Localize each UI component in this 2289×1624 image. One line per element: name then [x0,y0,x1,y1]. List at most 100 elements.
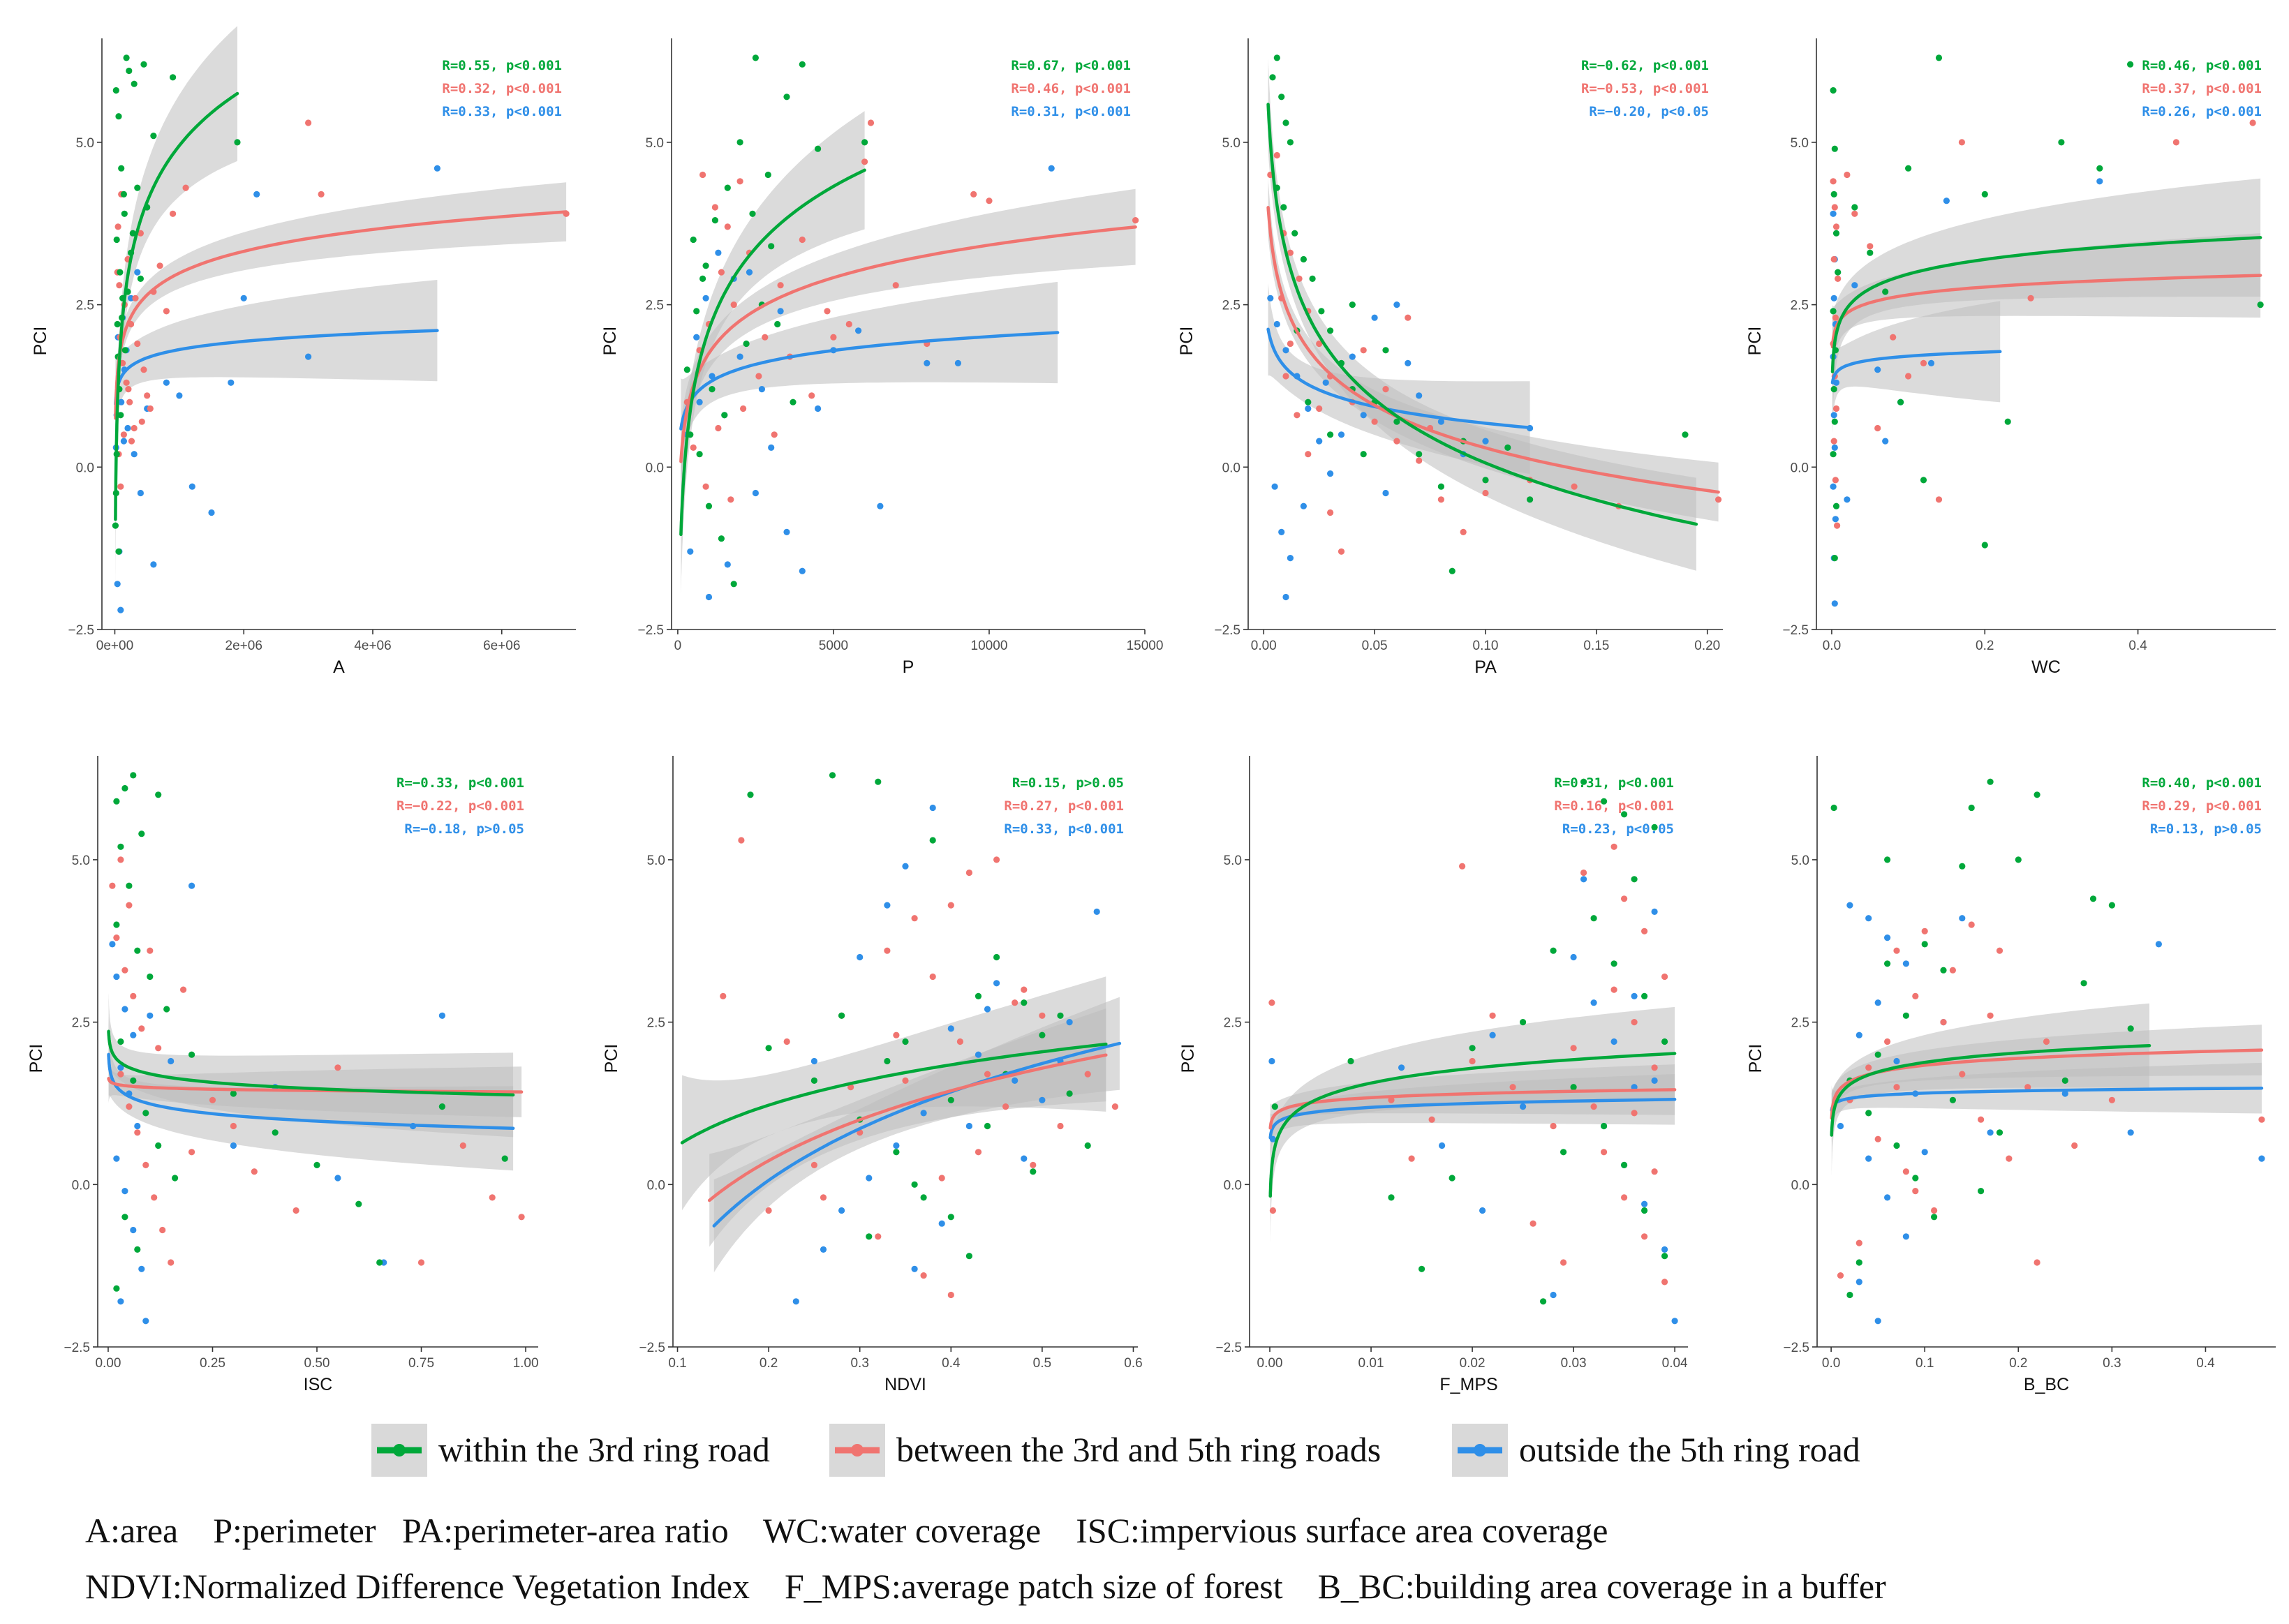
ci-ribbon-within [115,26,237,588]
panel-a: −2.5 0.0 2.5 5.0 0e+00 2e+06 4e+06 6e+06 A PCI R=0… [31,26,576,677]
data-point-between-25 [1893,1084,1900,1091]
y-axis-title: PCI [1177,327,1197,356]
data-point-between-31 [138,418,145,425]
data-point-outside-6 [1830,412,1837,419]
data-point-within-18 [117,412,124,419]
data-point-between-21 [771,431,778,438]
data-point-within-2 [1278,94,1285,100]
data-point-outside-2 [1570,953,1577,961]
data-point-between-26 [1912,1188,1919,1195]
data-point-between-2 [1832,223,1840,230]
data-point-within-11 [911,1181,918,1188]
data-point-within-7 [765,1045,772,1052]
data-point-within-1 [115,113,122,120]
annotation-between: R=0.37, p<0.001 [2142,81,2262,96]
data-point-within-14 [1882,288,1889,295]
data-point-between-0 [1893,947,1900,954]
data-point-between-25 [956,1038,963,1045]
data-point-outside-2 [121,1006,128,1013]
ci-ribbon-outside [115,280,438,455]
annotation-outside: R=0.13, p>0.05 [2150,821,2262,837]
data-point-within-8 [2108,902,2115,909]
data-point-outside-11 [228,379,235,386]
data-point-outside-27 [120,438,127,445]
data-point-between-5 [170,210,177,217]
data-point-between-12 [970,191,977,198]
data-point-between-14 [810,1161,817,1168]
data-point-within-10 [234,139,241,146]
data-point-between-27 [1012,999,1018,1006]
data-point-outside-1 [696,398,703,405]
data-point-between-23 [808,392,815,399]
annotation-between: R=0.32, p<0.001 [442,81,562,96]
data-point-within-24 [438,1103,446,1110]
data-point-within-7 [2089,895,2097,902]
data-point-between-21 [1030,1161,1037,1168]
data-point-within-1 [693,308,700,315]
data-point-between-14 [159,1226,166,1234]
data-point-outside-9 [1039,1096,1046,1103]
data-point-within-16 [1416,451,1423,458]
data-point-outside-2 [1282,347,1289,354]
data-point-within-1 [1884,856,1891,863]
x-tick-label: 0.05 [1362,639,1388,653]
data-point-within-16 [121,1214,128,1221]
data-point-between-23 [1084,1071,1091,1078]
data-point-between-20 [117,483,124,490]
data-point-outside-13 [1874,366,1881,373]
data-point-between-21 [2034,1259,2040,1266]
data-point-between-10 [867,119,875,126]
data-point-within-24 [920,1194,927,1201]
data-point-within-12 [947,1214,954,1221]
data-point-between-13 [151,1194,158,1201]
annotation-outside: R=−0.20, p<0.05 [1589,104,1709,119]
data-point-within-10 [1921,941,1928,948]
data-point-outside-20 [438,1012,446,1019]
data-point-outside-2 [1830,295,1837,301]
data-point-within-26 [1030,1168,1037,1175]
data-point-within-20 [1504,444,1511,452]
y-tick-label: 0.0 [646,461,664,475]
annotation-outside: R=0.23, p<0.05 [1562,821,1674,837]
data-point-within-11 [1831,555,1838,562]
data-point-outside-5 [993,980,1000,987]
data-point-within-12 [696,451,703,458]
data-point-within-12 [1851,204,1858,211]
y-tick-label: 0.0 [76,461,94,475]
data-point-outside-1 [113,973,120,981]
data-point-within-2 [1621,811,1628,818]
data-point-within-9 [1830,451,1837,458]
data-point-within-17 [134,1246,141,1253]
data-point-within-19 [690,236,697,244]
data-point-between-24 [1360,347,1367,354]
data-point-outside-25 [176,392,183,399]
data-point-within-17 [1437,483,1444,490]
data-point-between-3 [1287,249,1294,256]
data-point-between-23 [2258,1116,2265,1123]
data-point-outside-10 [208,509,215,516]
y-tick-label: 5.0 [1791,854,1809,868]
data-point-within-27 [121,347,128,354]
data-point-between-9 [1830,438,1837,445]
ci-ribbon-within [1832,178,2261,431]
annotation-within: R=0.46, p<0.001 [2142,58,2262,73]
data-point-between-18 [2024,1084,2031,1091]
y-tick-label: 5.0 [647,854,665,868]
data-point-outside-15 [1439,1142,1446,1149]
data-point-within-4 [123,54,130,61]
x-tick-label: 0.00 [95,1356,121,1371]
data-point-within-6 [2015,856,2022,863]
data-point-within-3 [929,837,936,844]
x-tick-label: 0.5 [1033,1356,1051,1371]
data-point-outside-8 [1349,353,1356,360]
data-point-outside-2 [709,373,716,380]
data-point-outside-16 [1271,483,1278,490]
data-point-outside-11 [1416,392,1423,399]
legend-label-between: between the 3rd and 5th ring roads [896,1430,1381,1469]
data-point-outside-21 [1066,1019,1073,1026]
y-tick-label: 0.0 [1224,1178,1242,1193]
legend-dot-within [393,1444,406,1457]
legend-label-within: within the 3rd ring road [438,1430,770,1469]
data-point-outside-4 [117,1064,124,1071]
data-point-within-19 [838,1012,845,1019]
